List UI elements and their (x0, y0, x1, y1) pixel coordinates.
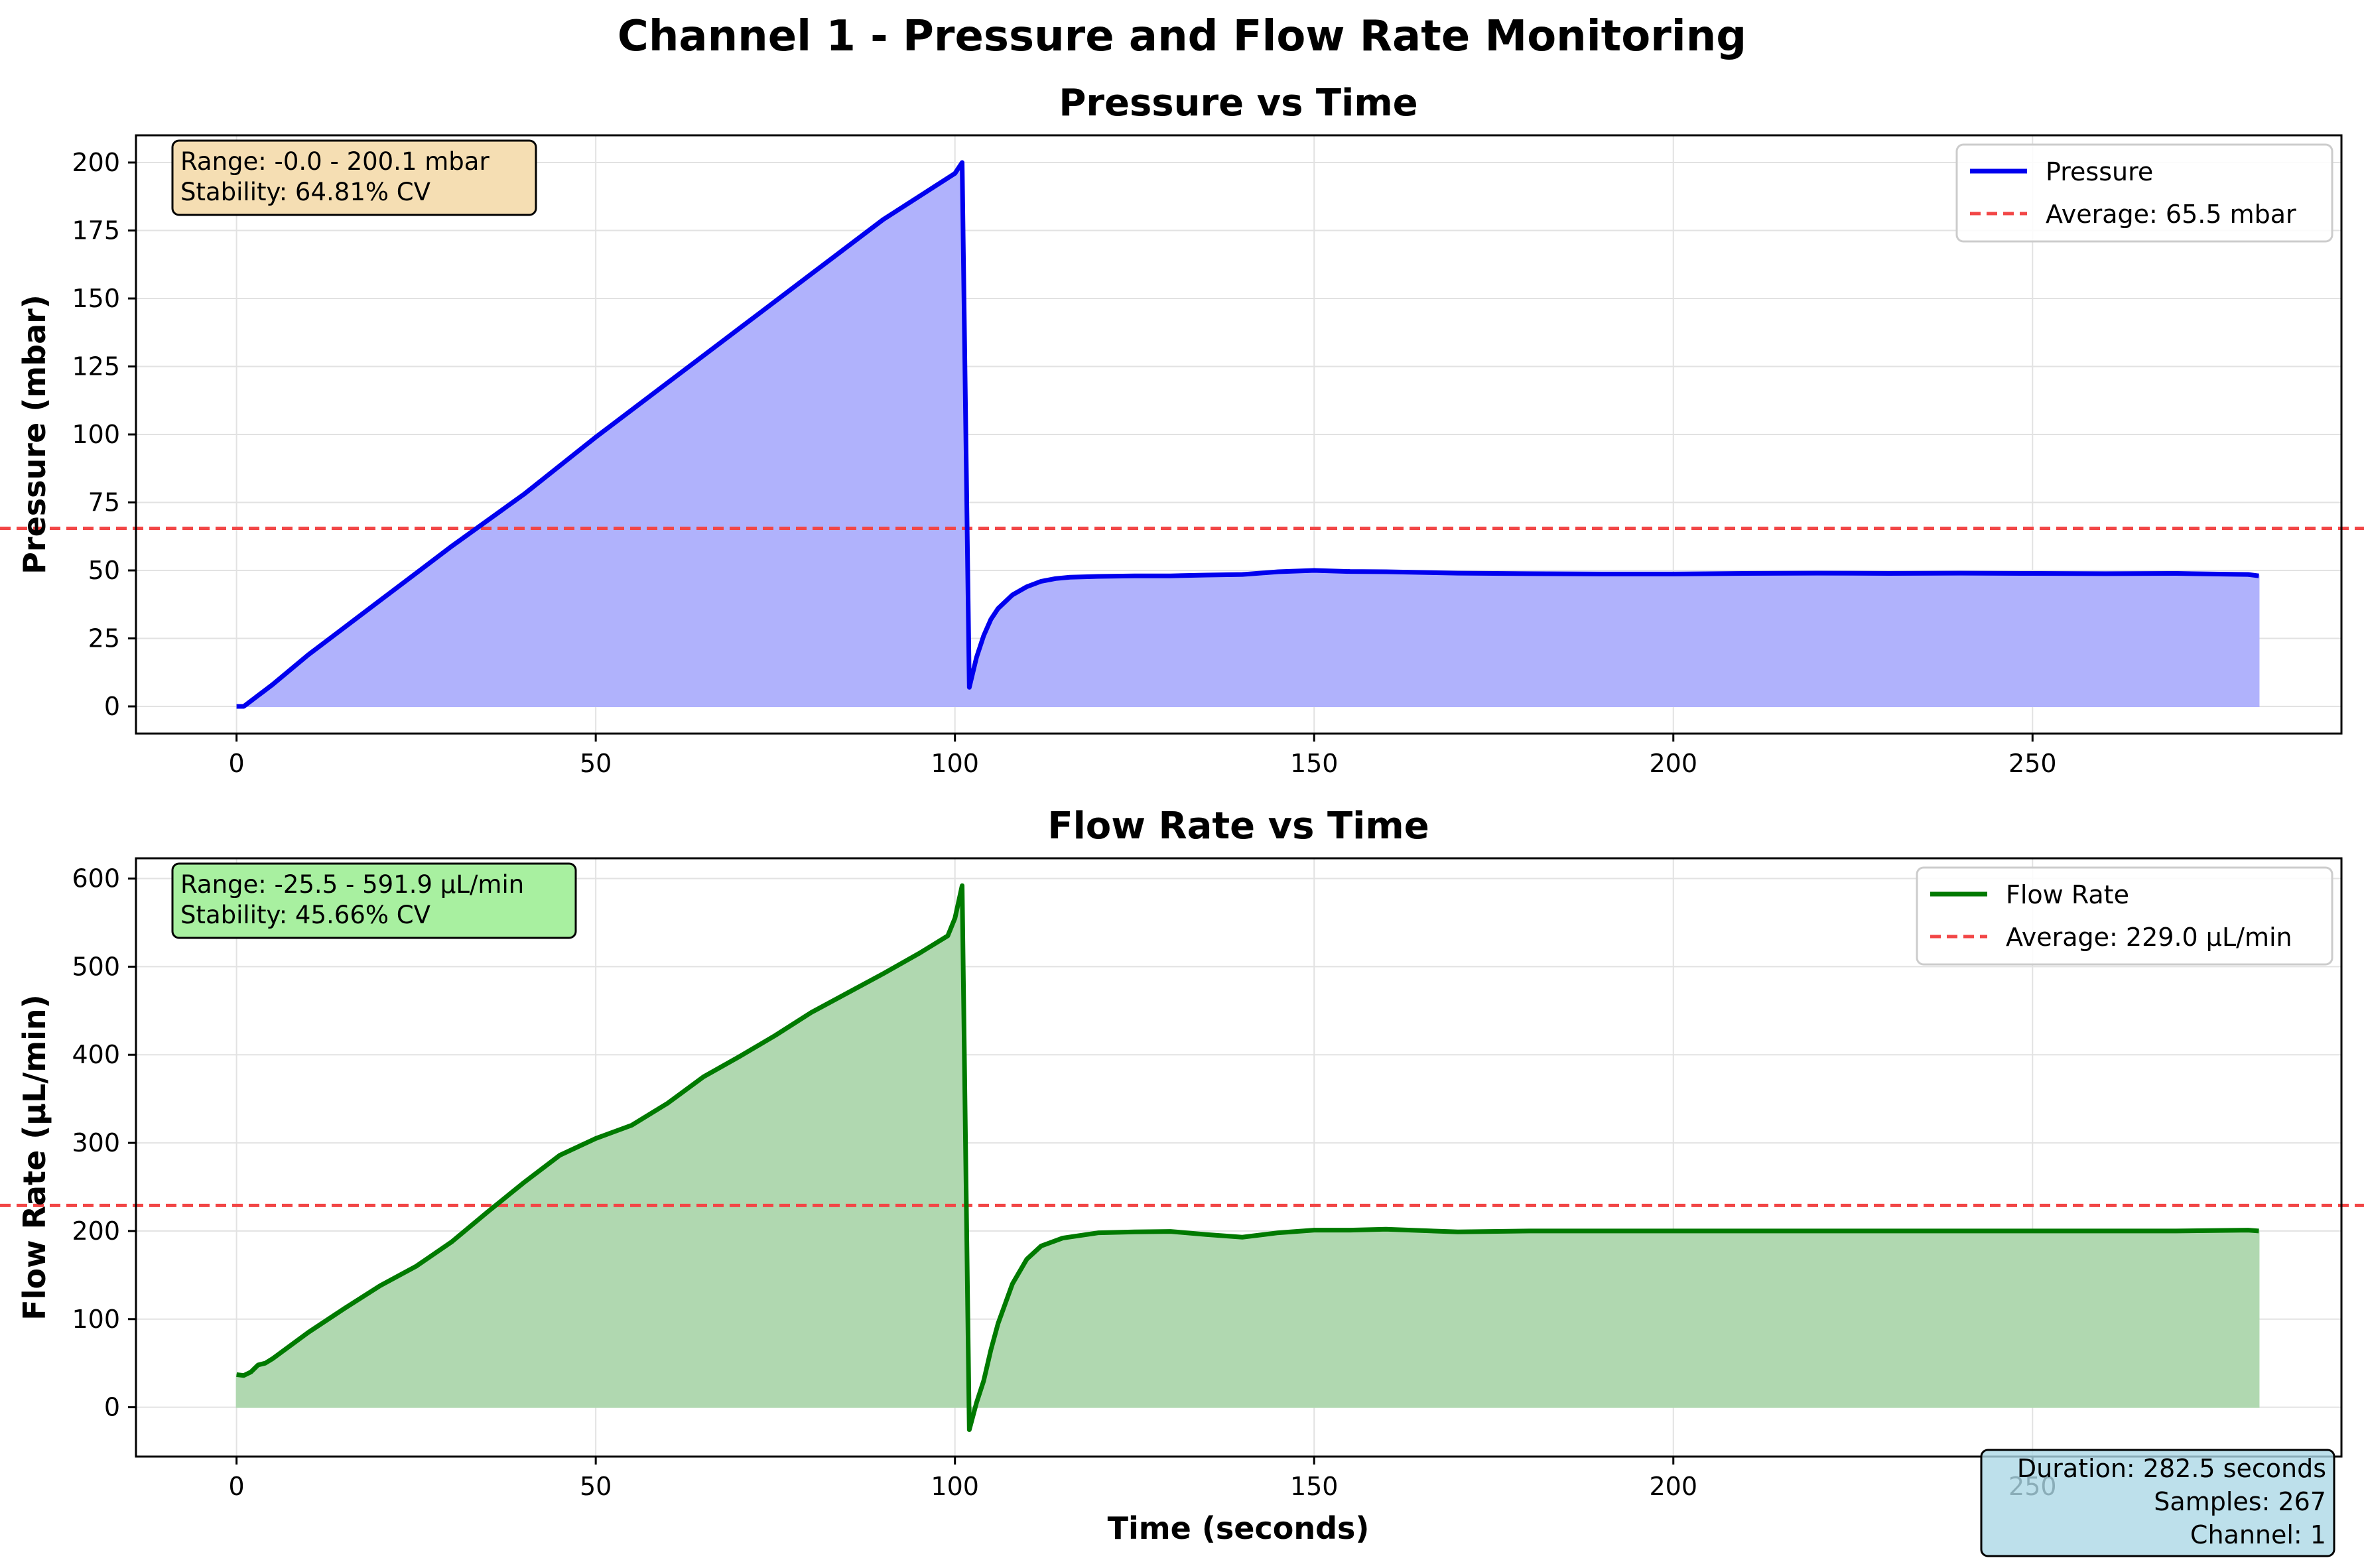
flow-y-tick-label: 500 (72, 952, 120, 981)
pressure-chart-title: Pressure vs Time (1059, 82, 1417, 125)
pressure-y-tick-label: 100 (72, 420, 120, 449)
flow-x-tick-label: 200 (1649, 1472, 1697, 1501)
pressure-x-tick-label: 50 (580, 749, 612, 778)
summary-samples: Samples: 267 (2154, 1487, 2326, 1516)
flow-y-axis-label: Flow Rate (µL/min) (17, 994, 52, 1320)
pressure-y-tick-label: 25 (88, 624, 120, 653)
pressure-stats-range: Range: -0.0 - 200.1 mbar (180, 147, 490, 176)
summary-duration: Duration: 282.5 seconds (2017, 1454, 2326, 1483)
flow-legend-average-label: Average: 229.0 µL/min (2006, 923, 2292, 952)
pressure-y-tick-label: 75 (88, 488, 120, 517)
pressure-legend: Pressure Average: 65.5 mbar (1955, 143, 2333, 243)
flow-stats-range: Range: -25.5 - 591.9 µL/min (180, 870, 524, 899)
summary-channel: Channel: 1 (2190, 1520, 2326, 1549)
pressure-y-tick-label: 200 (72, 148, 120, 177)
pressure-x-tick-label: 150 (1290, 749, 1339, 778)
flow-stats-stability: Stability: 45.66% CV (180, 901, 430, 929)
flow-axes-frame (135, 857, 2343, 1458)
flow-legend: Flow Rate Average: 229.0 µL/min (1916, 866, 2333, 966)
flow-x-tick-label: 0 (229, 1472, 245, 1501)
pressure-x-tick-label: 250 (2008, 749, 2057, 778)
flow-x-tick-label: 150 (1290, 1472, 1339, 1501)
flow-x-axis-label: Time (seconds) (1108, 1510, 1370, 1546)
pressure-series-line (236, 160, 2259, 709)
flow-y-tick-label: 200 (72, 1216, 120, 1246)
pressure-y-axis-label: Pressure (mbar) (17, 294, 52, 574)
pressure-y-tick-label: 0 (104, 692, 120, 721)
pressure-x-tick-label: 200 (1649, 749, 1697, 778)
flow-legend-series-label: Flow Rate (2006, 880, 2129, 909)
figure-title: Channel 1 - Pressure and Flow Rate Monit… (618, 12, 1746, 61)
pressure-x-tick-label: 100 (931, 749, 979, 778)
pressure-panel: 0 50 100 150 200 250 0 25 50 75 100 125 150 175 200 P… (0, 82, 2364, 778)
pressure-stats-stability: Stability: 64.81% CV (180, 178, 430, 206)
flow-stats-box: Range: -25.5 - 591.9 µL/min Stability: 4… (171, 862, 577, 939)
pressure-y-tick-label: 150 (72, 284, 120, 313)
pressure-legend-average-label: Average: 65.5 mbar (2046, 200, 2296, 229)
summary-box: Duration: 282.5 seconds Samples: 267 Cha… (1980, 1449, 2335, 1557)
pressure-y-tick-label: 50 (88, 556, 120, 585)
flow-y-tick-label: 400 (72, 1040, 120, 1069)
pressure-y-tick-label: 125 (72, 352, 120, 381)
flow-y-tick-label: 100 (72, 1305, 120, 1334)
flow-series-line (236, 883, 2259, 1432)
flow-y-tick-label: 300 (72, 1128, 120, 1157)
flow-chart-title: Flow Rate vs Time (1047, 805, 1429, 848)
flow-y-tick-label: 600 (72, 864, 120, 893)
pressure-y-tick-label: 175 (72, 216, 120, 245)
pressure-legend-series-label: Pressure (2046, 157, 2153, 186)
flow-y-tick-label: 0 (104, 1393, 120, 1422)
flow-x-tick-label: 100 (931, 1472, 979, 1501)
pressure-x-tick-label: 0 (229, 749, 245, 778)
pressure-stats-box: Range: -0.0 - 200.1 mbar Stability: 64.8… (171, 139, 537, 216)
flow-x-tick-label: 50 (580, 1472, 612, 1501)
